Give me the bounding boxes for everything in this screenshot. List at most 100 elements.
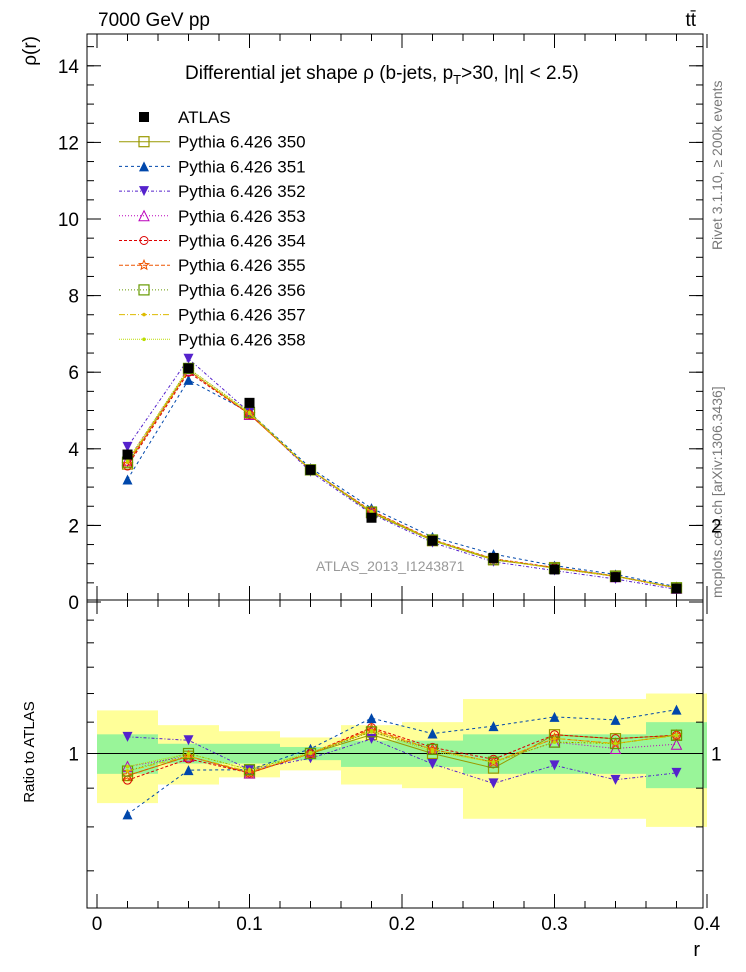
legend-entry: Pythia 6.426 356	[119, 281, 306, 300]
marker-triangle-up	[610, 714, 621, 725]
marker-open-square	[609, 737, 622, 750]
marker-triangle-down	[122, 731, 133, 742]
legend-label: ATLAS	[178, 108, 231, 127]
ratio-line	[127, 709, 677, 815]
x-tick-label: 0	[92, 914, 103, 935]
y-tick-label: 0	[68, 593, 79, 614]
y-tick-label: 12	[58, 133, 79, 154]
ratio-series-9	[125, 730, 679, 772]
marker-star	[609, 737, 622, 749]
legend-label: Pythia 6.426 352	[178, 182, 306, 201]
ylabel-main: ρ(r)	[20, 36, 41, 66]
stat-uncertainty-band	[646, 722, 707, 789]
marker-filled-square	[488, 552, 499, 563]
marker-open-triangle	[670, 738, 683, 750]
legend-entry: ATLAS	[139, 108, 231, 127]
marker-filled-square	[139, 112, 149, 122]
series-line	[127, 367, 677, 589]
y-tick-label: 2	[68, 516, 79, 537]
marker-triangle-down	[610, 774, 621, 785]
marker-triangle-up	[183, 374, 194, 385]
marker-triangle-down	[488, 778, 499, 789]
x-tick-label: 0.2	[389, 914, 415, 935]
marker-open-triangle	[138, 209, 150, 222]
marker-dot	[142, 312, 146, 317]
marker-dot	[674, 733, 679, 738]
watermark: ATLAS_2013_I1243871	[316, 558, 465, 574]
legend-label: Pythia 6.426 350	[178, 133, 306, 152]
chart-title: Differential jet shape ρ (b-jets, pT>30,…	[185, 63, 579, 87]
series-8	[125, 368, 679, 590]
mcplots-label: mcplots.cern.ch [arXiv:1306.3436]	[709, 386, 725, 598]
marker-open-square	[243, 764, 256, 776]
marker-dot	[186, 754, 191, 759]
marker-triangle-down	[139, 186, 149, 197]
marker-dot	[186, 751, 191, 756]
x-tick-label: 0.4	[694, 914, 721, 935]
marker-triangle-down	[549, 760, 560, 771]
marker-triangle-up	[183, 765, 194, 776]
marker-filled-square	[671, 583, 682, 594]
marker-filled-square	[244, 397, 255, 408]
marker-triangle-down	[427, 758, 438, 769]
legend-label: Pythia 6.426 356	[178, 281, 306, 300]
y-tick-label: 8	[68, 287, 79, 308]
x-tick-label: 0.3	[541, 914, 567, 935]
marker-dot	[613, 741, 618, 746]
legend-label: Pythia 6.426 354	[178, 232, 306, 251]
ratio-series	[121, 704, 683, 820]
marker-star	[121, 769, 134, 781]
main-axes: 0 2 4 6 8 10 12 14	[58, 34, 708, 614]
marker-dot	[552, 736, 557, 741]
marker-triangle-up	[139, 161, 149, 172]
series-9	[125, 366, 679, 590]
marker-star	[304, 747, 317, 759]
ratio-uncertainty-bands	[87, 693, 707, 827]
rivet-version-label: Rivet 3.1.10, ≥ 200k events	[709, 80, 725, 250]
marker-triangle-up	[366, 713, 377, 724]
legend-entry: Pythia 6.426 357	[119, 306, 306, 325]
marker-open-circle	[139, 236, 149, 245]
marker-dot	[430, 749, 435, 754]
series-line	[127, 369, 677, 589]
y-tick-label: 10	[58, 210, 79, 231]
marker-star	[243, 407, 256, 420]
marker-dot	[491, 760, 496, 764]
marker-open-square	[487, 756, 500, 768]
ylabel-ratio: Ratio to ATLAS	[21, 701, 38, 802]
marker-filled-square	[183, 363, 194, 374]
ratio-tick-label-right: 1	[711, 745, 722, 766]
process-label: tt̄	[685, 10, 696, 31]
marker-filled-square	[122, 449, 133, 460]
ratio-tick-label: 2	[68, 517, 79, 538]
marker-star	[137, 258, 151, 271]
marker-dot	[369, 730, 374, 734]
marker-dot	[142, 337, 146, 342]
marker-triangle-down	[671, 767, 682, 778]
marker-triangle-up	[122, 474, 133, 485]
legend-entry: Pythia 6.426 355	[119, 256, 306, 275]
ratio-tick-label: 1	[68, 745, 79, 766]
marker-open-square	[670, 729, 683, 741]
legend-label: Pythia 6.426 357	[178, 306, 306, 325]
marker-triangle-up	[427, 728, 438, 739]
marker-triangle-up	[122, 809, 133, 820]
marker-dot	[552, 740, 557, 744]
y-tick-label: 14	[58, 57, 80, 78]
legend-label: Pythia 6.426 355	[178, 256, 306, 275]
ratio-axes: 0.50.5112200.10.20.30.4	[68, 517, 722, 936]
y-tick-label: 6	[68, 363, 79, 384]
series-line	[127, 369, 677, 589]
legend-entry: Pythia 6.426 353	[119, 207, 306, 226]
marker-open-square	[138, 136, 150, 148]
energy-label: 7000 GeV pp	[98, 10, 210, 31]
marker-triangle-up	[671, 704, 682, 715]
x-tick-label: 0.1	[236, 914, 262, 935]
marker-filled-square	[305, 464, 316, 475]
marker-dot	[125, 769, 130, 773]
ratio-line	[127, 729, 677, 773]
series-line	[127, 369, 677, 589]
marker-triangle-down	[183, 735, 194, 746]
ratio-line	[127, 727, 677, 781]
